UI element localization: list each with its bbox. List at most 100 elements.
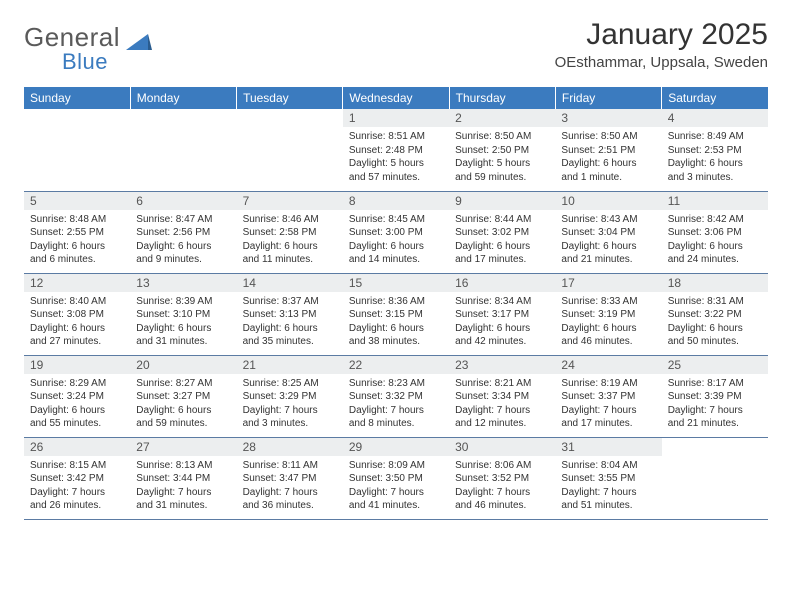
day-header: Friday [555,87,661,109]
calendar-week-row: 5Sunrise: 8:48 AMSunset: 2:55 PMDaylight… [24,191,768,273]
calendar-table: SundayMondayTuesdayWednesdayThursdayFrid… [24,87,768,520]
day-number: 12 [24,274,130,292]
logo-arrow-icon [126,26,152,56]
day-number: 1 [343,109,449,127]
calendar-day-cell: 20Sunrise: 8:27 AMSunset: 3:27 PMDayligh… [130,355,236,437]
day-details: Sunrise: 8:25 AMSunset: 3:29 PMDaylight:… [237,374,343,433]
day-details: Sunrise: 8:50 AMSunset: 2:50 PMDaylight:… [449,127,555,186]
calendar-day-cell: 28Sunrise: 8:11 AMSunset: 3:47 PMDayligh… [237,437,343,519]
calendar-day-cell: 4Sunrise: 8:49 AMSunset: 2:53 PMDaylight… [662,109,768,191]
day-number: 23 [449,356,555,374]
calendar-day-cell: 9Sunrise: 8:44 AMSunset: 3:02 PMDaylight… [449,191,555,273]
calendar-day-cell [237,109,343,191]
calendar-day-cell: 5Sunrise: 8:48 AMSunset: 2:55 PMDaylight… [24,191,130,273]
calendar-day-cell: 17Sunrise: 8:33 AMSunset: 3:19 PMDayligh… [555,273,661,355]
calendar-day-cell: 31Sunrise: 8:04 AMSunset: 3:55 PMDayligh… [555,437,661,519]
day-details: Sunrise: 8:40 AMSunset: 3:08 PMDaylight:… [24,292,130,351]
calendar-day-cell: 6Sunrise: 8:47 AMSunset: 2:56 PMDaylight… [130,191,236,273]
calendar-day-cell: 8Sunrise: 8:45 AMSunset: 3:00 PMDaylight… [343,191,449,273]
calendar-day-cell: 11Sunrise: 8:42 AMSunset: 3:06 PMDayligh… [662,191,768,273]
day-number: 9 [449,192,555,210]
calendar-header-row: SundayMondayTuesdayWednesdayThursdayFrid… [24,87,768,109]
day-number: 7 [237,192,343,210]
day-number: 5 [24,192,130,210]
day-number: 16 [449,274,555,292]
day-details: Sunrise: 8:39 AMSunset: 3:10 PMDaylight:… [130,292,236,351]
day-details: Sunrise: 8:33 AMSunset: 3:19 PMDaylight:… [555,292,661,351]
day-header: Tuesday [237,87,343,109]
day-number: 15 [343,274,449,292]
day-number: 27 [130,438,236,456]
calendar-day-cell: 13Sunrise: 8:39 AMSunset: 3:10 PMDayligh… [130,273,236,355]
day-number: 29 [343,438,449,456]
day-details: Sunrise: 8:27 AMSunset: 3:27 PMDaylight:… [130,374,236,433]
calendar-day-cell: 2Sunrise: 8:50 AMSunset: 2:50 PMDaylight… [449,109,555,191]
calendar-day-cell [130,109,236,191]
day-details: Sunrise: 8:21 AMSunset: 3:34 PMDaylight:… [449,374,555,433]
day-number: 25 [662,356,768,374]
day-number: 31 [555,438,661,456]
day-details: Sunrise: 8:51 AMSunset: 2:48 PMDaylight:… [343,127,449,186]
day-details: Sunrise: 8:42 AMSunset: 3:06 PMDaylight:… [662,210,768,269]
day-details: Sunrise: 8:46 AMSunset: 2:58 PMDaylight:… [237,210,343,269]
calendar-day-cell: 25Sunrise: 8:17 AMSunset: 3:39 PMDayligh… [662,355,768,437]
day-number: 21 [237,356,343,374]
day-number: 22 [343,356,449,374]
day-number: 26 [24,438,130,456]
page-title: January 2025 [555,18,768,52]
day-number: 6 [130,192,236,210]
day-details: Sunrise: 8:31 AMSunset: 3:22 PMDaylight:… [662,292,768,351]
day-details: Sunrise: 8:47 AMSunset: 2:56 PMDaylight:… [130,210,236,269]
day-number: 14 [237,274,343,292]
day-number: 30 [449,438,555,456]
day-details: Sunrise: 8:44 AMSunset: 3:02 PMDaylight:… [449,210,555,269]
calendar-day-cell: 24Sunrise: 8:19 AMSunset: 3:37 PMDayligh… [555,355,661,437]
day-details: Sunrise: 8:50 AMSunset: 2:51 PMDaylight:… [555,127,661,186]
day-details: Sunrise: 8:48 AMSunset: 2:55 PMDaylight:… [24,210,130,269]
day-details: Sunrise: 8:13 AMSunset: 3:44 PMDaylight:… [130,456,236,515]
day-number: 3 [555,109,661,127]
day-details: Sunrise: 8:29 AMSunset: 3:24 PMDaylight:… [24,374,130,433]
day-number: 24 [555,356,661,374]
day-number: 18 [662,274,768,292]
calendar-day-cell: 19Sunrise: 8:29 AMSunset: 3:24 PMDayligh… [24,355,130,437]
day-details: Sunrise: 8:19 AMSunset: 3:37 PMDaylight:… [555,374,661,433]
day-details: Sunrise: 8:45 AMSunset: 3:00 PMDaylight:… [343,210,449,269]
day-header: Thursday [449,87,555,109]
header: General Blue January 2025 OEsthammar, Up… [24,18,768,75]
calendar-day-cell: 22Sunrise: 8:23 AMSunset: 3:32 PMDayligh… [343,355,449,437]
day-header: Sunday [24,87,130,109]
day-details: Sunrise: 8:34 AMSunset: 3:17 PMDaylight:… [449,292,555,351]
title-block: January 2025 OEsthammar, Uppsala, Sweden [555,18,768,71]
calendar-day-cell [24,109,130,191]
day-number: 17 [555,274,661,292]
day-number: 2 [449,109,555,127]
calendar-day-cell: 27Sunrise: 8:13 AMSunset: 3:44 PMDayligh… [130,437,236,519]
calendar-week-row: 26Sunrise: 8:15 AMSunset: 3:42 PMDayligh… [24,437,768,519]
day-details: Sunrise: 8:04 AMSunset: 3:55 PMDaylight:… [555,456,661,515]
calendar-day-cell: 15Sunrise: 8:36 AMSunset: 3:15 PMDayligh… [343,273,449,355]
day-details: Sunrise: 8:37 AMSunset: 3:13 PMDaylight:… [237,292,343,351]
calendar-day-cell: 3Sunrise: 8:50 AMSunset: 2:51 PMDaylight… [555,109,661,191]
calendar-day-cell: 12Sunrise: 8:40 AMSunset: 3:08 PMDayligh… [24,273,130,355]
day-details: Sunrise: 8:09 AMSunset: 3:50 PMDaylight:… [343,456,449,515]
logo: General Blue [24,22,154,75]
calendar-day-cell: 30Sunrise: 8:06 AMSunset: 3:52 PMDayligh… [449,437,555,519]
calendar-day-cell: 29Sunrise: 8:09 AMSunset: 3:50 PMDayligh… [343,437,449,519]
day-details: Sunrise: 8:06 AMSunset: 3:52 PMDaylight:… [449,456,555,515]
logo-line1: General [24,22,120,52]
day-number: 8 [343,192,449,210]
calendar-week-row: 19Sunrise: 8:29 AMSunset: 3:24 PMDayligh… [24,355,768,437]
day-number: 19 [24,356,130,374]
calendar-day-cell: 10Sunrise: 8:43 AMSunset: 3:04 PMDayligh… [555,191,661,273]
day-number: 11 [662,192,768,210]
day-details: Sunrise: 8:43 AMSunset: 3:04 PMDaylight:… [555,210,661,269]
day-number: 13 [130,274,236,292]
day-number: 20 [130,356,236,374]
day-details: Sunrise: 8:15 AMSunset: 3:42 PMDaylight:… [24,456,130,515]
day-details: Sunrise: 8:11 AMSunset: 3:47 PMDaylight:… [237,456,343,515]
calendar-day-cell: 14Sunrise: 8:37 AMSunset: 3:13 PMDayligh… [237,273,343,355]
day-details: Sunrise: 8:17 AMSunset: 3:39 PMDaylight:… [662,374,768,433]
day-header: Monday [130,87,236,109]
calendar-day-cell: 26Sunrise: 8:15 AMSunset: 3:42 PMDayligh… [24,437,130,519]
